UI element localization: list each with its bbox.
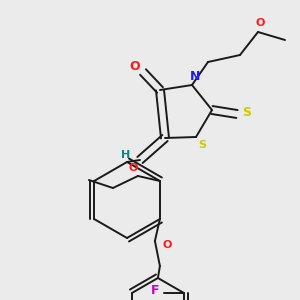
Text: H: H [122, 150, 130, 160]
Text: O: O [130, 61, 140, 74]
Text: S: S [242, 106, 251, 118]
Text: S: S [198, 140, 206, 150]
Text: N: N [190, 70, 200, 83]
Text: F: F [151, 284, 159, 298]
Text: O: O [128, 163, 138, 173]
Text: O: O [255, 18, 265, 28]
Text: O: O [162, 240, 172, 250]
